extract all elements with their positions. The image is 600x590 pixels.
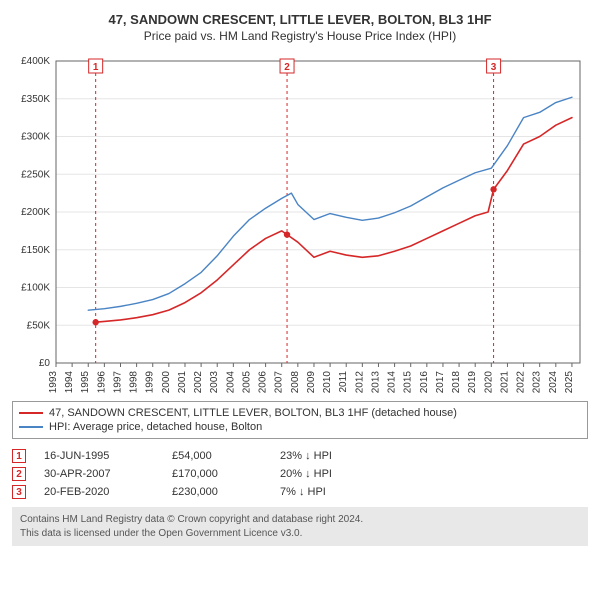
svg-text:3: 3 bbox=[491, 62, 497, 73]
svg-text:2023: 2023 bbox=[532, 371, 543, 393]
sale-marker: 2 bbox=[12, 467, 26, 481]
svg-text:£350K: £350K bbox=[21, 94, 50, 105]
svg-text:2020: 2020 bbox=[483, 371, 494, 393]
svg-text:2001: 2001 bbox=[177, 371, 188, 393]
svg-text:1994: 1994 bbox=[64, 371, 75, 393]
svg-text:£400K: £400K bbox=[21, 56, 50, 67]
sale-price: £230,000 bbox=[172, 486, 262, 498]
svg-text:2013: 2013 bbox=[370, 371, 381, 393]
price-chart: £0 £50K £100K £150K £200K £250K £300K £350K £400… bbox=[12, 53, 588, 393]
footer-line: Contains HM Land Registry data © Crown c… bbox=[20, 513, 580, 527]
sales-table: 1 16-JUN-1995 £54,000 23% ↓ HPI 2 30-APR-2007… bbox=[12, 447, 588, 501]
svg-text:2024: 2024 bbox=[548, 371, 559, 393]
svg-text:£150K: £150K bbox=[21, 245, 50, 256]
page-subtitle: Price paid vs. HM Land Registry's House … bbox=[12, 29, 588, 43]
svg-text:£100K: £100K bbox=[21, 283, 50, 294]
svg-text:2008: 2008 bbox=[290, 371, 301, 393]
sale-price: £170,000 bbox=[172, 468, 262, 480]
sale-date: 20-FEB-2020 bbox=[44, 486, 154, 498]
svg-text:£200K: £200K bbox=[21, 207, 50, 218]
sales-row: 2 30-APR-2007 £170,000 20% ↓ HPI bbox=[12, 465, 588, 483]
svg-text:2002: 2002 bbox=[193, 371, 204, 393]
svg-text:1997: 1997 bbox=[112, 371, 123, 393]
svg-text:2014: 2014 bbox=[387, 371, 398, 393]
legend-label: 47, SANDOWN CRESCENT, LITTLE LEVER, BOLT… bbox=[49, 407, 457, 419]
svg-text:2016: 2016 bbox=[419, 371, 430, 393]
sale-marker: 1 bbox=[12, 449, 26, 463]
legend-label: HPI: Average price, detached house, Bolt… bbox=[49, 421, 262, 433]
svg-text:2012: 2012 bbox=[354, 371, 365, 393]
svg-text:2000: 2000 bbox=[161, 371, 172, 393]
svg-text:£250K: £250K bbox=[21, 169, 50, 180]
sale-date: 30-APR-2007 bbox=[44, 468, 154, 480]
svg-text:£50K: £50K bbox=[27, 320, 51, 331]
legend-row: HPI: Average price, detached house, Bolt… bbox=[19, 420, 581, 434]
legend-swatch bbox=[19, 426, 43, 428]
svg-text:2003: 2003 bbox=[209, 371, 220, 393]
svg-text:2010: 2010 bbox=[322, 371, 333, 393]
sale-delta: 20% ↓ HPI bbox=[280, 468, 400, 480]
svg-text:1998: 1998 bbox=[129, 371, 140, 393]
svg-text:2005: 2005 bbox=[241, 371, 252, 393]
svg-text:2019: 2019 bbox=[467, 371, 478, 393]
svg-text:2025: 2025 bbox=[564, 371, 575, 393]
svg-text:2: 2 bbox=[284, 62, 290, 73]
chart-container: £0 £50K £100K £150K £200K £250K £300K £350K £400… bbox=[12, 53, 588, 393]
svg-text:2015: 2015 bbox=[403, 371, 414, 393]
svg-text:1993: 1993 bbox=[48, 371, 59, 393]
svg-text:1: 1 bbox=[93, 62, 99, 73]
page-title: 47, SANDOWN CRESCENT, LITTLE LEVER, BOLT… bbox=[12, 12, 588, 27]
svg-text:2021: 2021 bbox=[499, 371, 510, 393]
sale-price: £54,000 bbox=[172, 450, 262, 462]
svg-text:2017: 2017 bbox=[435, 371, 446, 393]
sale-date: 16-JUN-1995 bbox=[44, 450, 154, 462]
legend: 47, SANDOWN CRESCENT, LITTLE LEVER, BOLT… bbox=[12, 401, 588, 439]
svg-text:2006: 2006 bbox=[258, 371, 269, 393]
svg-text:2007: 2007 bbox=[274, 371, 285, 393]
svg-text:2009: 2009 bbox=[306, 371, 317, 393]
sale-marker: 3 bbox=[12, 485, 26, 499]
svg-text:1996: 1996 bbox=[96, 371, 107, 393]
svg-text:1995: 1995 bbox=[80, 371, 91, 393]
sales-row: 3 20-FEB-2020 £230,000 7% ↓ HPI bbox=[12, 483, 588, 501]
sales-row: 1 16-JUN-1995 £54,000 23% ↓ HPI bbox=[12, 447, 588, 465]
sale-delta: 23% ↓ HPI bbox=[280, 450, 400, 462]
svg-text:1999: 1999 bbox=[145, 371, 156, 393]
footer-line: This data is licensed under the Open Gov… bbox=[20, 527, 580, 541]
footer-attribution: Contains HM Land Registry data © Crown c… bbox=[12, 507, 588, 546]
svg-text:£0: £0 bbox=[39, 358, 51, 369]
svg-text:2004: 2004 bbox=[225, 371, 236, 393]
svg-text:£300K: £300K bbox=[21, 132, 50, 143]
sale-delta: 7% ↓ HPI bbox=[280, 486, 400, 498]
legend-row: 47, SANDOWN CRESCENT, LITTLE LEVER, BOLT… bbox=[19, 406, 581, 420]
legend-swatch bbox=[19, 412, 43, 414]
svg-text:2011: 2011 bbox=[338, 371, 349, 393]
svg-text:2018: 2018 bbox=[451, 371, 462, 393]
svg-text:2022: 2022 bbox=[516, 371, 527, 393]
